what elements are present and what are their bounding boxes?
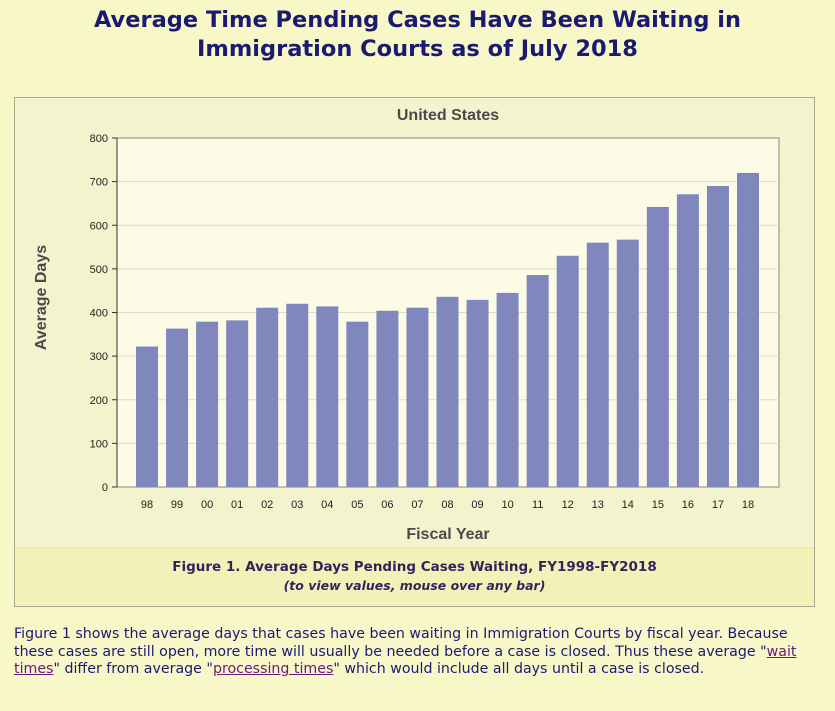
bar-chart: United States010020030040050060070080098… <box>33 107 780 543</box>
x-tick-label: 06 <box>381 499 393 511</box>
x-tick-label: 99 <box>171 499 183 511</box>
bar-06[interactable]: 06: 404 <box>376 310 399 487</box>
x-tick-label: 08 <box>441 499 453 511</box>
description-text-2: " differ from average " <box>53 661 213 677</box>
bar-17[interactable]: 17: 690 <box>706 185 729 488</box>
x-tick-label: 17 <box>712 499 724 511</box>
bar-14[interactable]: 14: 567 <box>616 239 639 487</box>
y-axis-title: Average Days <box>33 245 50 350</box>
y-tick-label: 400 <box>90 308 108 320</box>
x-tick-label: 01 <box>231 499 243 511</box>
bar-12[interactable]: 12: 530 <box>556 255 579 487</box>
bar-99[interactable]: 99: 363 <box>166 328 189 487</box>
x-tick-label: 16 <box>682 499 694 511</box>
bar-98[interactable]: 98: 322 <box>136 346 158 487</box>
chart-panel: United States 0 100 200 300 400 500 600 700 800 98… <box>14 97 815 607</box>
x-tick-label: 15 <box>652 499 664 511</box>
y-tick-label: 100 <box>90 438 108 450</box>
figure-caption: Figure 1. Average Days Pending Cases Wai… <box>15 547 814 606</box>
description-text-3: " which would include all days until a c… <box>333 661 705 677</box>
page-title-line-1: Average Time Pending Cases Have Been Wai… <box>93 7 742 33</box>
y-tick-label: 800 <box>90 133 108 145</box>
y-tick-label: 200 <box>90 395 108 407</box>
page-title: Average Time Pending Cases Have Been Wai… <box>0 6 835 64</box>
page-title-line-2: Immigration Courts as of July 2018 <box>197 36 638 62</box>
bar-16[interactable]: 16: 671 <box>676 194 699 487</box>
bar-04[interactable]: 04: 414 <box>316 306 339 487</box>
x-tick-label: 10 <box>501 499 513 511</box>
x-tick-label: 09 <box>471 499 483 511</box>
x-axis-title: Fiscal Year <box>406 526 489 543</box>
description-text-1: Figure 1 shows the average days that cas… <box>14 626 788 660</box>
x-tick-label: 14 <box>622 499 634 511</box>
bar-07[interactable]: 07: 411 <box>406 307 429 487</box>
x-tick-label: 98 <box>141 499 153 511</box>
bar-10[interactable]: 10: 445 <box>496 292 519 487</box>
bar-03[interactable]: 03: 420 <box>286 303 309 487</box>
y-tick-label: 500 <box>90 264 108 276</box>
bar-15[interactable]: 15: 642 <box>646 206 669 487</box>
caption-sub: (to view values, mouse over any bar) <box>283 578 546 593</box>
x-tick-label: 11 <box>532 499 543 511</box>
description-paragraph: Figure 1 shows the average days that cas… <box>14 626 819 679</box>
chart-title: United States <box>397 107 499 124</box>
x-tick-label: 13 <box>592 499 604 511</box>
bar-08[interactable]: 08: 436 <box>436 296 459 487</box>
x-tick-label: 04 <box>321 499 333 511</box>
y-tick-label: 300 <box>90 351 108 363</box>
y-tick-label: 700 <box>90 177 108 189</box>
bar-09[interactable]: 09: 429 <box>466 299 489 487</box>
bar-01[interactable]: 01: 382 <box>226 320 249 487</box>
bar-13[interactable]: 13: 560 <box>586 242 609 487</box>
x-tick-label: 03 <box>291 499 303 511</box>
y-tick-label: 600 <box>90 220 108 232</box>
bar-05[interactable]: 05: 379 <box>346 321 369 487</box>
bar-11[interactable]: 11: 486 <box>526 274 549 487</box>
caption-main: Figure 1. Average Days Pending Cases Wai… <box>172 559 657 575</box>
x-tick-label: 00 <box>201 499 213 511</box>
y-tick-label: 0 <box>102 482 108 494</box>
wait-times-link[interactable]: wait times <box>14 643 797 678</box>
x-tick-label: 05 <box>351 499 363 511</box>
x-tick-label: 02 <box>261 499 273 511</box>
bar-18[interactable]: 18: 720 <box>737 172 759 487</box>
x-tick-label: 07 <box>411 499 423 511</box>
bar-00[interactable]: 00: 379 <box>196 321 219 487</box>
x-tick-label: 12 <box>562 499 574 511</box>
bar-02[interactable]: 02: 411 <box>256 307 279 487</box>
processing-times-link[interactable]: processing times <box>212 661 334 677</box>
x-tick-label: 18 <box>742 499 754 511</box>
